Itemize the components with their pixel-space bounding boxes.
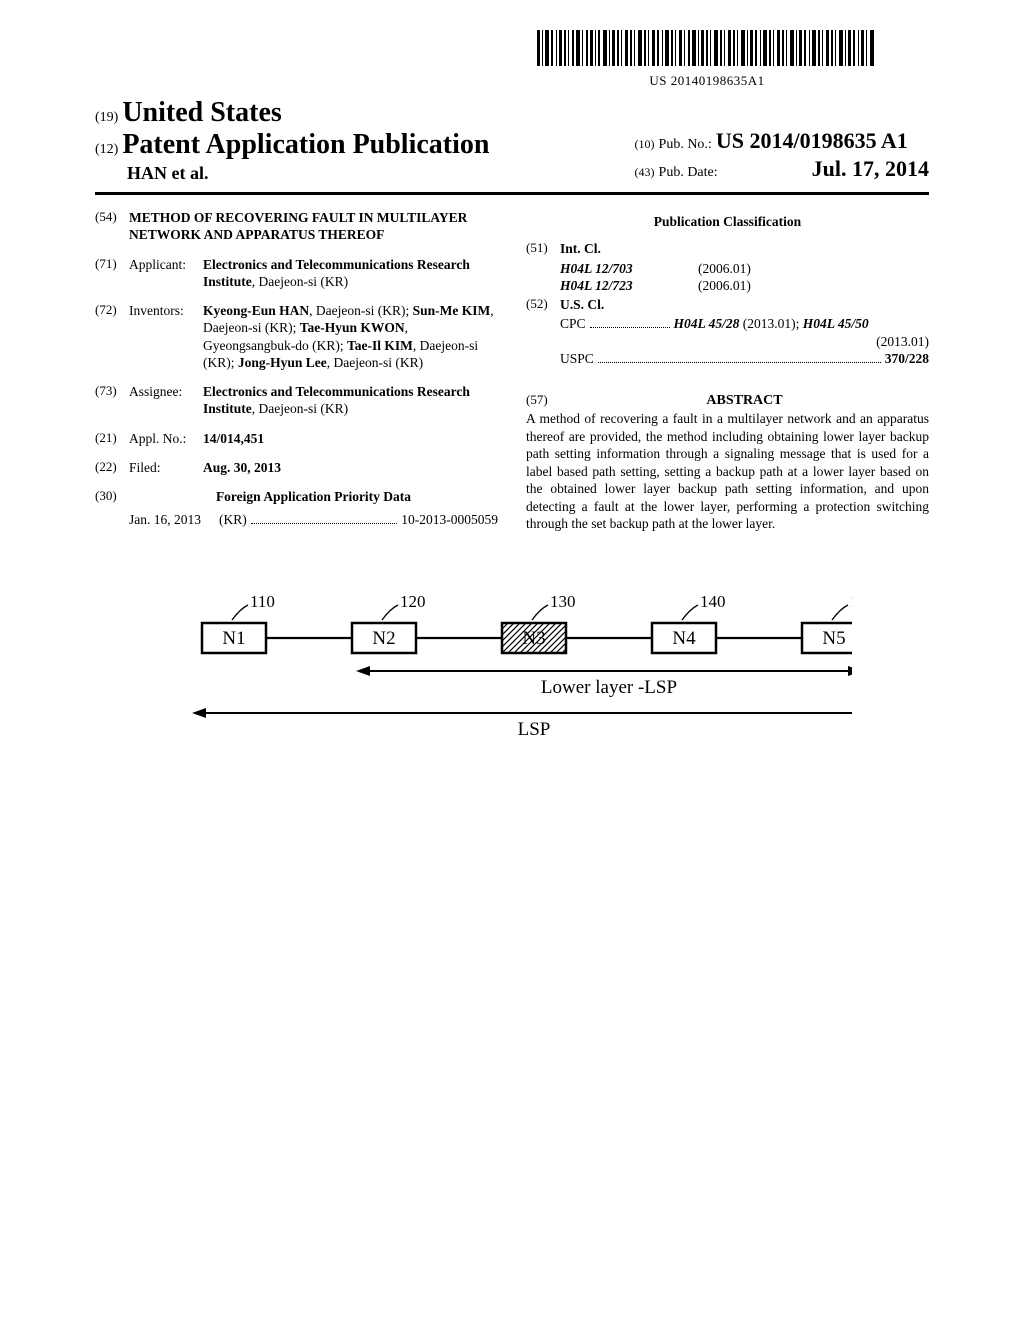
publication-type: Patent Application Publication [122,129,489,160]
svg-text:N5: N5 [822,628,845,649]
code-19: (19) [95,110,118,125]
left-column: (54) METHOD OF RECOVERING FAULT IN MULTI… [95,209,498,533]
priority-appno: 10-2013-0005059 [401,511,498,528]
assignee-loc: , Daejeon-si (KR) [252,401,348,416]
svg-text:110: 110 [250,593,275,611]
cpc-ver-2: (2013.01) [526,333,929,350]
intcl-label: Int. Cl. [560,241,601,256]
uspc-label: USPC [560,350,594,367]
applicant-value: Electronics and Telecommunications Resea… [203,256,498,291]
dot-leader [590,318,670,329]
assignee-value: Electronics and Telecommunications Resea… [203,383,498,418]
header-row: (19) United States (12) Patent Applicati… [95,97,929,184]
dot-leader [251,514,398,525]
svg-text:N1: N1 [222,628,245,649]
inventors-list: Kyeong-Eun HAN, Daejeon-si (KR); Sun-Me … [203,302,498,371]
field-30-priority: (30) Foreign Application Priority Data [95,488,498,505]
code-10: (10) [635,137,655,151]
field-71-applicant: (71) Applicant: Electronics and Telecomm… [95,256,498,291]
barcode [537,30,877,66]
intcl-row: H04L 12/703 (2006.01) [526,260,929,277]
code-21: (21) [95,430,129,447]
svg-text:120: 120 [400,593,426,611]
barcode-text: US 20140198635A1 [485,73,929,89]
intcl-version: (2006.01) [698,260,751,277]
svg-text:N4: N4 [672,628,696,649]
priority-country: (KR) [219,511,247,528]
cpc-label: CPC [560,315,586,332]
field-57-abstract: (57) ABSTRACT [526,391,929,410]
pub-no-label: Pub. No.: [659,137,712,152]
filed-value: Aug. 30, 2013 [203,460,281,475]
intcl-class: H04L 12/723 [560,277,670,294]
pub-date-label: Pub. Date: [659,165,718,180]
svg-text:Lower layer -LSP: Lower layer -LSP [541,677,677,698]
header-divider [95,192,929,195]
right-column: Publication Classification (51) Int. Cl.… [526,209,929,533]
code-52: (52) [526,296,560,313]
barcode-block: US 20140198635A1 [485,30,929,89]
assignee-label: Assignee: [129,383,203,418]
code-72: (72) [95,302,129,371]
intcl-rows: H04L 12/703 (2006.01) H04L 12/723 (2006.01) [526,260,929,295]
code-71: (71) [95,256,129,291]
applicant-loc: , Daejeon-si (KR) [252,274,348,289]
authors: HAN et al. [127,163,489,184]
invention-title: METHOD OF RECOVERING FAULT IN MULTILAYER… [129,209,498,244]
priority-heading: Foreign Application Priority Data [216,489,411,504]
abstract-text: A method of recovering a fault in a mult… [526,410,929,533]
intcl-row: H04L 12/723 (2006.01) [526,277,929,294]
priority-data-row: Jan. 16, 2013 (KR) 10-2013-0005059 [95,511,498,528]
svg-text:LSP: LSP [518,719,551,740]
uscl-label: U.S. Cl. [560,297,604,312]
figure-svg: 110 N1 120 N2 130 N3 140N4 150 N5 Lower layer -LS… [172,593,852,753]
svg-text:150: 150 [850,593,852,611]
code-57: (57) [526,392,560,409]
code-12: (12) [95,142,118,157]
field-21-applno: (21) Appl. No.: 14/014,451 [95,430,498,447]
code-54: (54) [95,209,129,244]
svg-text:N2: N2 [372,628,395,649]
field-72-inventors: (72) Inventors: Kyeong-Eun HAN, Daejeon-… [95,302,498,371]
inventors-label: Inventors: [129,302,203,371]
filed-label: Filed: [129,459,203,476]
country: United States [122,97,281,128]
code-43: (43) [635,165,655,179]
field-51-intcl: (51) Int. Cl. [526,240,929,257]
applno-value: 14/014,451 [203,431,264,446]
pub-date: Jul. 17, 2014 [812,156,929,181]
field-52-uscl: (52) U.S. Cl. [526,296,929,313]
cpc-ver-1: (2013.01); [743,316,800,331]
dot-leader [598,352,881,363]
cpc-value-1: H04L 45/28 [674,316,740,331]
uspc-value: 370/228 [885,350,929,367]
intcl-version: (2006.01) [698,277,751,294]
field-73-assignee: (73) Assignee: Electronics and Telecommu… [95,383,498,418]
figure: 110 N1 120 N2 130 N3 140N4 150 N5 Lower layer -LS… [95,593,929,753]
code-51: (51) [526,240,560,257]
applicant-label: Applicant: [129,256,203,291]
svg-text:130: 130 [550,593,576,611]
field-22-filed: (22) Filed: Aug. 30, 2013 [95,459,498,476]
priority-date: Jan. 16, 2013 [129,511,201,528]
code-30: (30) [95,488,129,505]
code-22: (22) [95,459,129,476]
classification-heading: Publication Classification [526,213,929,230]
code-73: (73) [95,383,129,418]
uspc-line: USPC 370/228 [526,350,929,367]
svg-text:140: 140 [700,593,726,611]
applno-label: Appl. No.: [129,430,203,447]
intcl-class: H04L 12/703 [560,260,670,277]
svg-text:N3: N3 [522,628,545,649]
cpc-value-2: H04L 45/50 [803,316,869,331]
cpc-line: CPC H04L 45/28 (2013.01); H04L 45/50 [526,315,929,332]
abstract-heading: ABSTRACT [706,393,782,408]
field-54-title: (54) METHOD OF RECOVERING FAULT IN MULTI… [95,209,498,244]
pub-no: US 2014/0198635 A1 [716,128,908,153]
